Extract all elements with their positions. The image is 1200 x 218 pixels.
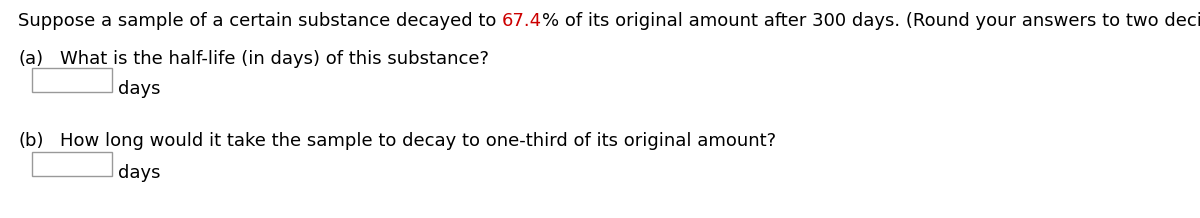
Bar [32, 152, 112, 176]
Text: 67.4: 67.4 [502, 12, 542, 30]
Text: days: days [118, 164, 161, 182]
Text: What is the half-life (in days) of this substance?: What is the half-life (in days) of this … [60, 50, 490, 68]
Text: (b): (b) [18, 132, 43, 150]
Text: Suppose a sample of a certain substance decayed to: Suppose a sample of a certain substance … [18, 12, 502, 30]
Text: (a): (a) [18, 50, 43, 68]
Text: % of its original amount after 300 days. (Round your answers to two decimal plac: % of its original amount after 300 days.… [542, 12, 1200, 30]
Text: days: days [118, 80, 161, 98]
Bar [32, 68, 112, 92]
Text: How long would it take the sample to decay to one-third of its original amount?: How long would it take the sample to dec… [60, 132, 776, 150]
